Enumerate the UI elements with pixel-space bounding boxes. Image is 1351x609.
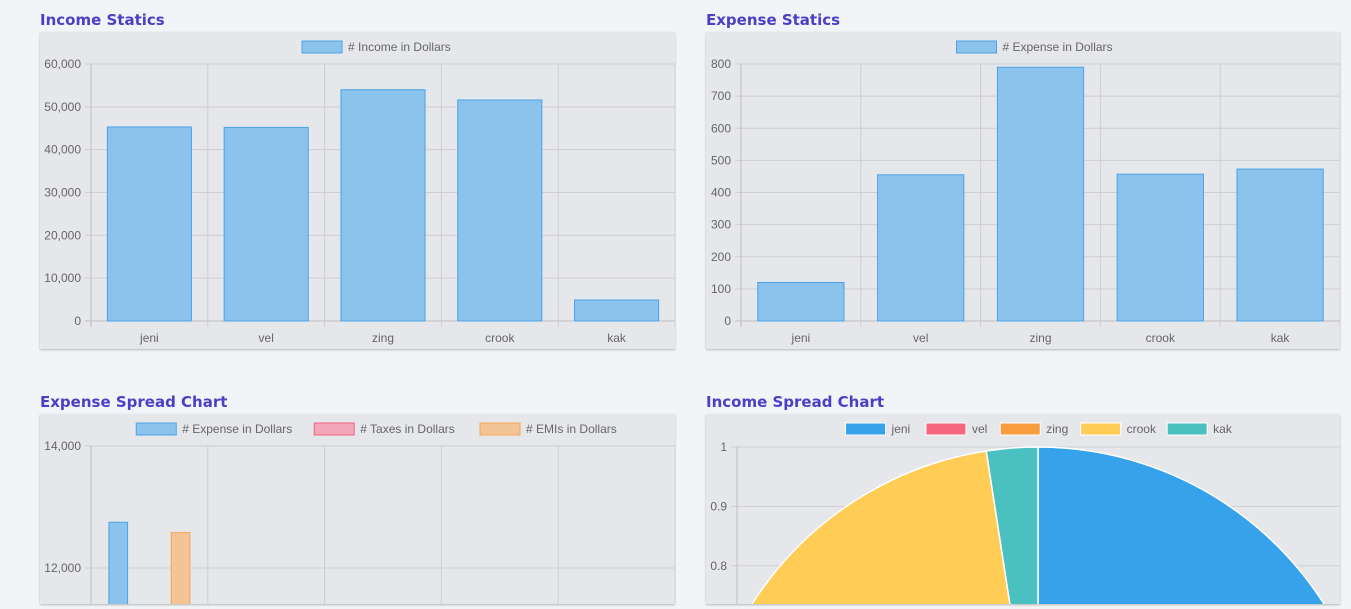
y-tick-label: 800 <box>711 57 731 71</box>
bar-kak <box>1236 168 1324 322</box>
income-chart-card: # Income in Dollars 0 10,000 20,000 30,000 40… <box>40 32 676 349</box>
income-spread-chart-card: jeni vel zing crook kak 0.8 0.9 1 <box>706 414 1340 609</box>
bar-zing <box>996 66 1085 322</box>
expense-chart-card: # Expense in Dollars 0 100 200 300 400 500 600 7… <box>706 32 1341 349</box>
x-tick-label: crook <box>485 331 515 345</box>
legend-swatch-0 <box>135 422 177 436</box>
income-spread-pie-chart: jeni vel zing crook kak 0.8 0.9 1 <box>710 422 1340 609</box>
y-tick-label: 20,000 <box>44 228 81 242</box>
y-tick-label: 30,000 <box>44 186 81 200</box>
y-tick-label: 700 <box>711 89 731 103</box>
legend-label-4: kak <box>1213 422 1233 436</box>
bar-crook <box>1116 173 1204 322</box>
y-tick-label: 200 <box>711 250 731 264</box>
y-tick-label: 300 <box>711 218 731 232</box>
y-tick-label: 14,000 <box>44 439 81 453</box>
y-tick-label: 500 <box>711 153 731 167</box>
bar-jeni-2 <box>170 532 191 609</box>
y-tick-label: 12,000 <box>44 561 81 575</box>
y-tick-label: 50,000 <box>44 100 81 114</box>
legend-swatch-4 <box>1166 422 1208 436</box>
bar-vel <box>877 174 965 322</box>
income-chart-title: Income Statics <box>40 11 165 29</box>
legend-swatch-0 <box>956 40 997 54</box>
pie-slice-jeni <box>1037 446 1328 609</box>
legend-label-2: zing <box>1046 422 1068 436</box>
legend-swatch-1 <box>925 422 967 436</box>
y-tick-label: 0.8 <box>710 559 727 573</box>
y-tick-label: 10,000 <box>44 271 81 285</box>
expense-spread-bar-chart: # Expense in Dollars # Taxes in Dollars # … <box>44 422 676 609</box>
y-tick-label: 60,000 <box>44 57 81 71</box>
y-tick-label: 400 <box>711 186 731 200</box>
expense-spread-chart-title: Expense Spread Chart <box>40 393 228 411</box>
y-tick-label: 600 <box>711 121 731 135</box>
y-tick-label: 0 <box>724 314 731 328</box>
legend-label-3: crook <box>1127 422 1157 436</box>
bar-vel <box>223 126 309 322</box>
bar-kak <box>574 299 660 322</box>
legend-swatch-0 <box>301 40 343 54</box>
pie-slice-kak <box>985 446 1039 609</box>
x-tick-label: kak <box>607 331 627 345</box>
legend-swatch-2 <box>999 422 1041 436</box>
y-tick-label: 0.9 <box>710 499 727 513</box>
x-tick-label: vel <box>913 331 928 345</box>
expense-bar-chart: # Expense in Dollars 0 100 200 300 400 500 600 7… <box>711 40 1341 345</box>
y-tick-label: 40,000 <box>44 143 81 157</box>
legend-label-0: # Income in Dollars <box>348 40 451 54</box>
x-tick-label: jeni <box>139 331 159 345</box>
legend-label-2: # EMIs in Dollars <box>526 422 617 436</box>
x-tick-label: jeni <box>791 331 811 345</box>
bar-crook <box>457 99 543 322</box>
y-tick-label: 1 <box>720 440 727 454</box>
legend-swatch-1 <box>313 422 355 436</box>
legend-label-0: # Expense in Dollars <box>182 422 292 436</box>
legend-swatch-3 <box>1080 422 1122 436</box>
pie-slice-crook <box>748 450 1012 609</box>
bar-jeni <box>106 126 192 322</box>
legend-label-0: jeni <box>891 422 911 436</box>
legend-swatch-0 <box>845 422 887 436</box>
legend-swatch-2 <box>479 422 521 436</box>
income-bar-chart: # Income in Dollars 0 10,000 20,000 30,000 40… <box>44 40 676 345</box>
y-tick-label: 0 <box>74 314 81 328</box>
expense-spread-chart-card: # Expense in Dollars # Taxes in Dollars # … <box>40 414 676 609</box>
x-tick-label: zing <box>372 331 394 345</box>
x-tick-label: crook <box>1146 331 1176 345</box>
y-tick-label: 100 <box>711 282 731 296</box>
x-tick-label: vel <box>259 331 274 345</box>
legend-label-1: vel <box>972 422 987 436</box>
bar-jeni-0 <box>108 521 129 609</box>
x-tick-label: kak <box>1271 331 1291 345</box>
bar-jeni <box>757 281 845 322</box>
expense-chart-title: Expense Statics <box>706 11 841 29</box>
legend-label-0: # Expense in Dollars <box>1003 40 1113 54</box>
legend-label-1: # Taxes in Dollars <box>360 422 455 436</box>
x-tick-label: zing <box>1029 331 1051 345</box>
bar-zing <box>340 89 426 322</box>
income-spread-chart-title: Income Spread Chart <box>706 393 885 411</box>
